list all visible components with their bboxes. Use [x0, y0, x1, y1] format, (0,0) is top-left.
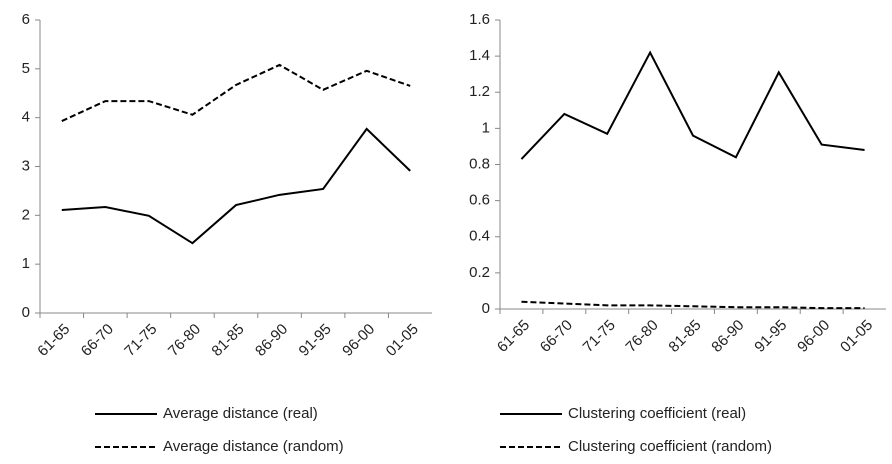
series-line [520, 50, 865, 160]
x-tick-label: 96-00 [794, 317, 833, 356]
y-tick-label: 6 [22, 11, 30, 28]
x-tick-label: 91-95 [751, 317, 790, 356]
y-tick-label: 0.2 [469, 264, 490, 281]
y-tick-label: 0 [22, 304, 30, 321]
x-tick-label: 76-80 [165, 321, 204, 360]
y-tick-label: 5 [22, 60, 30, 77]
x-tick-label: 66-70 [78, 321, 117, 360]
x-tick-label: 66-70 [537, 317, 576, 356]
x-tick-label: 71-75 [580, 317, 619, 356]
y-tick-label: 1 [22, 255, 30, 272]
legend-label: Average distance (random) [163, 438, 344, 455]
y-tick-label: 3 [22, 157, 30, 174]
x-tick-label: 96-00 [339, 321, 378, 360]
y-tick-label: 2 [22, 206, 30, 223]
y-tick-label: 4 [22, 109, 30, 126]
y-tick-label: 0.4 [469, 228, 490, 245]
legend-label: Average distance (real) [163, 405, 318, 422]
y-tick-label: 0.8 [469, 155, 490, 172]
x-tick-label: 91-95 [296, 321, 335, 360]
x-tick-label: 71-75 [121, 321, 160, 360]
x-tick-label: 81-85 [665, 317, 704, 356]
x-tick-label: 61-65 [494, 317, 533, 356]
y-tick-label: 1 [482, 119, 490, 136]
y-tick-label: 1.6 [469, 11, 490, 28]
y-tick-label: 0 [482, 300, 490, 317]
legend-label: Clustering coefficient (random) [568, 438, 772, 455]
y-tick-label: 0.6 [469, 192, 490, 209]
x-tick-label: 86-90 [708, 317, 747, 356]
y-tick-label: 1.4 [469, 47, 490, 64]
x-tick-label: 01-05 [383, 321, 422, 360]
legend-label: Clustering coefficient (real) [568, 405, 746, 422]
x-tick-label: 01-05 [837, 317, 876, 356]
series-line [61, 63, 411, 122]
x-tick-label: 86-90 [252, 321, 291, 360]
y-tick-label: 1.2 [469, 83, 490, 100]
series-line [61, 127, 411, 245]
series-line [521, 300, 865, 310]
x-tick-label: 81-85 [208, 321, 247, 360]
x-tick-label: 61-65 [34, 321, 73, 360]
x-tick-label: 76-80 [623, 317, 662, 356]
